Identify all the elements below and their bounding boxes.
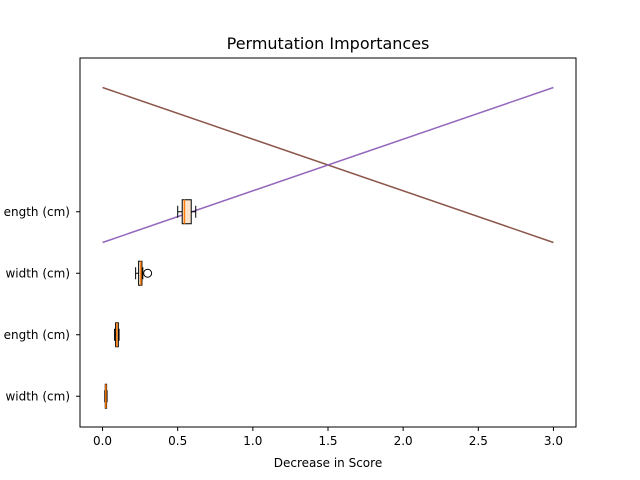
- x-tick-label-0: 0.0: [93, 434, 112, 448]
- y-tick-label-3: ength (cm): [4, 205, 70, 219]
- x-tick-label-5: 2.5: [469, 434, 488, 448]
- x-tick-label-6: 3.0: [544, 434, 563, 448]
- x-axis-label: Decrease in Score: [274, 456, 382, 470]
- x-tick-label-3: 1.5: [318, 434, 337, 448]
- y-tick-label-1: ength (cm): [4, 328, 70, 342]
- y-tick-label-0: width (cm): [5, 389, 70, 403]
- box-flier-2-0: [143, 268, 153, 278]
- x-tick-label-2: 1.0: [243, 434, 262, 448]
- box-body-3: [181, 199, 192, 225]
- plot-frame: [79, 57, 577, 428]
- chart-title: Permutation Importances: [227, 34, 430, 53]
- x-tick-label-1: 0.5: [168, 434, 187, 448]
- y-tick-label-2: width (cm): [5, 266, 70, 280]
- x-tick-label-4: 2.0: [394, 434, 413, 448]
